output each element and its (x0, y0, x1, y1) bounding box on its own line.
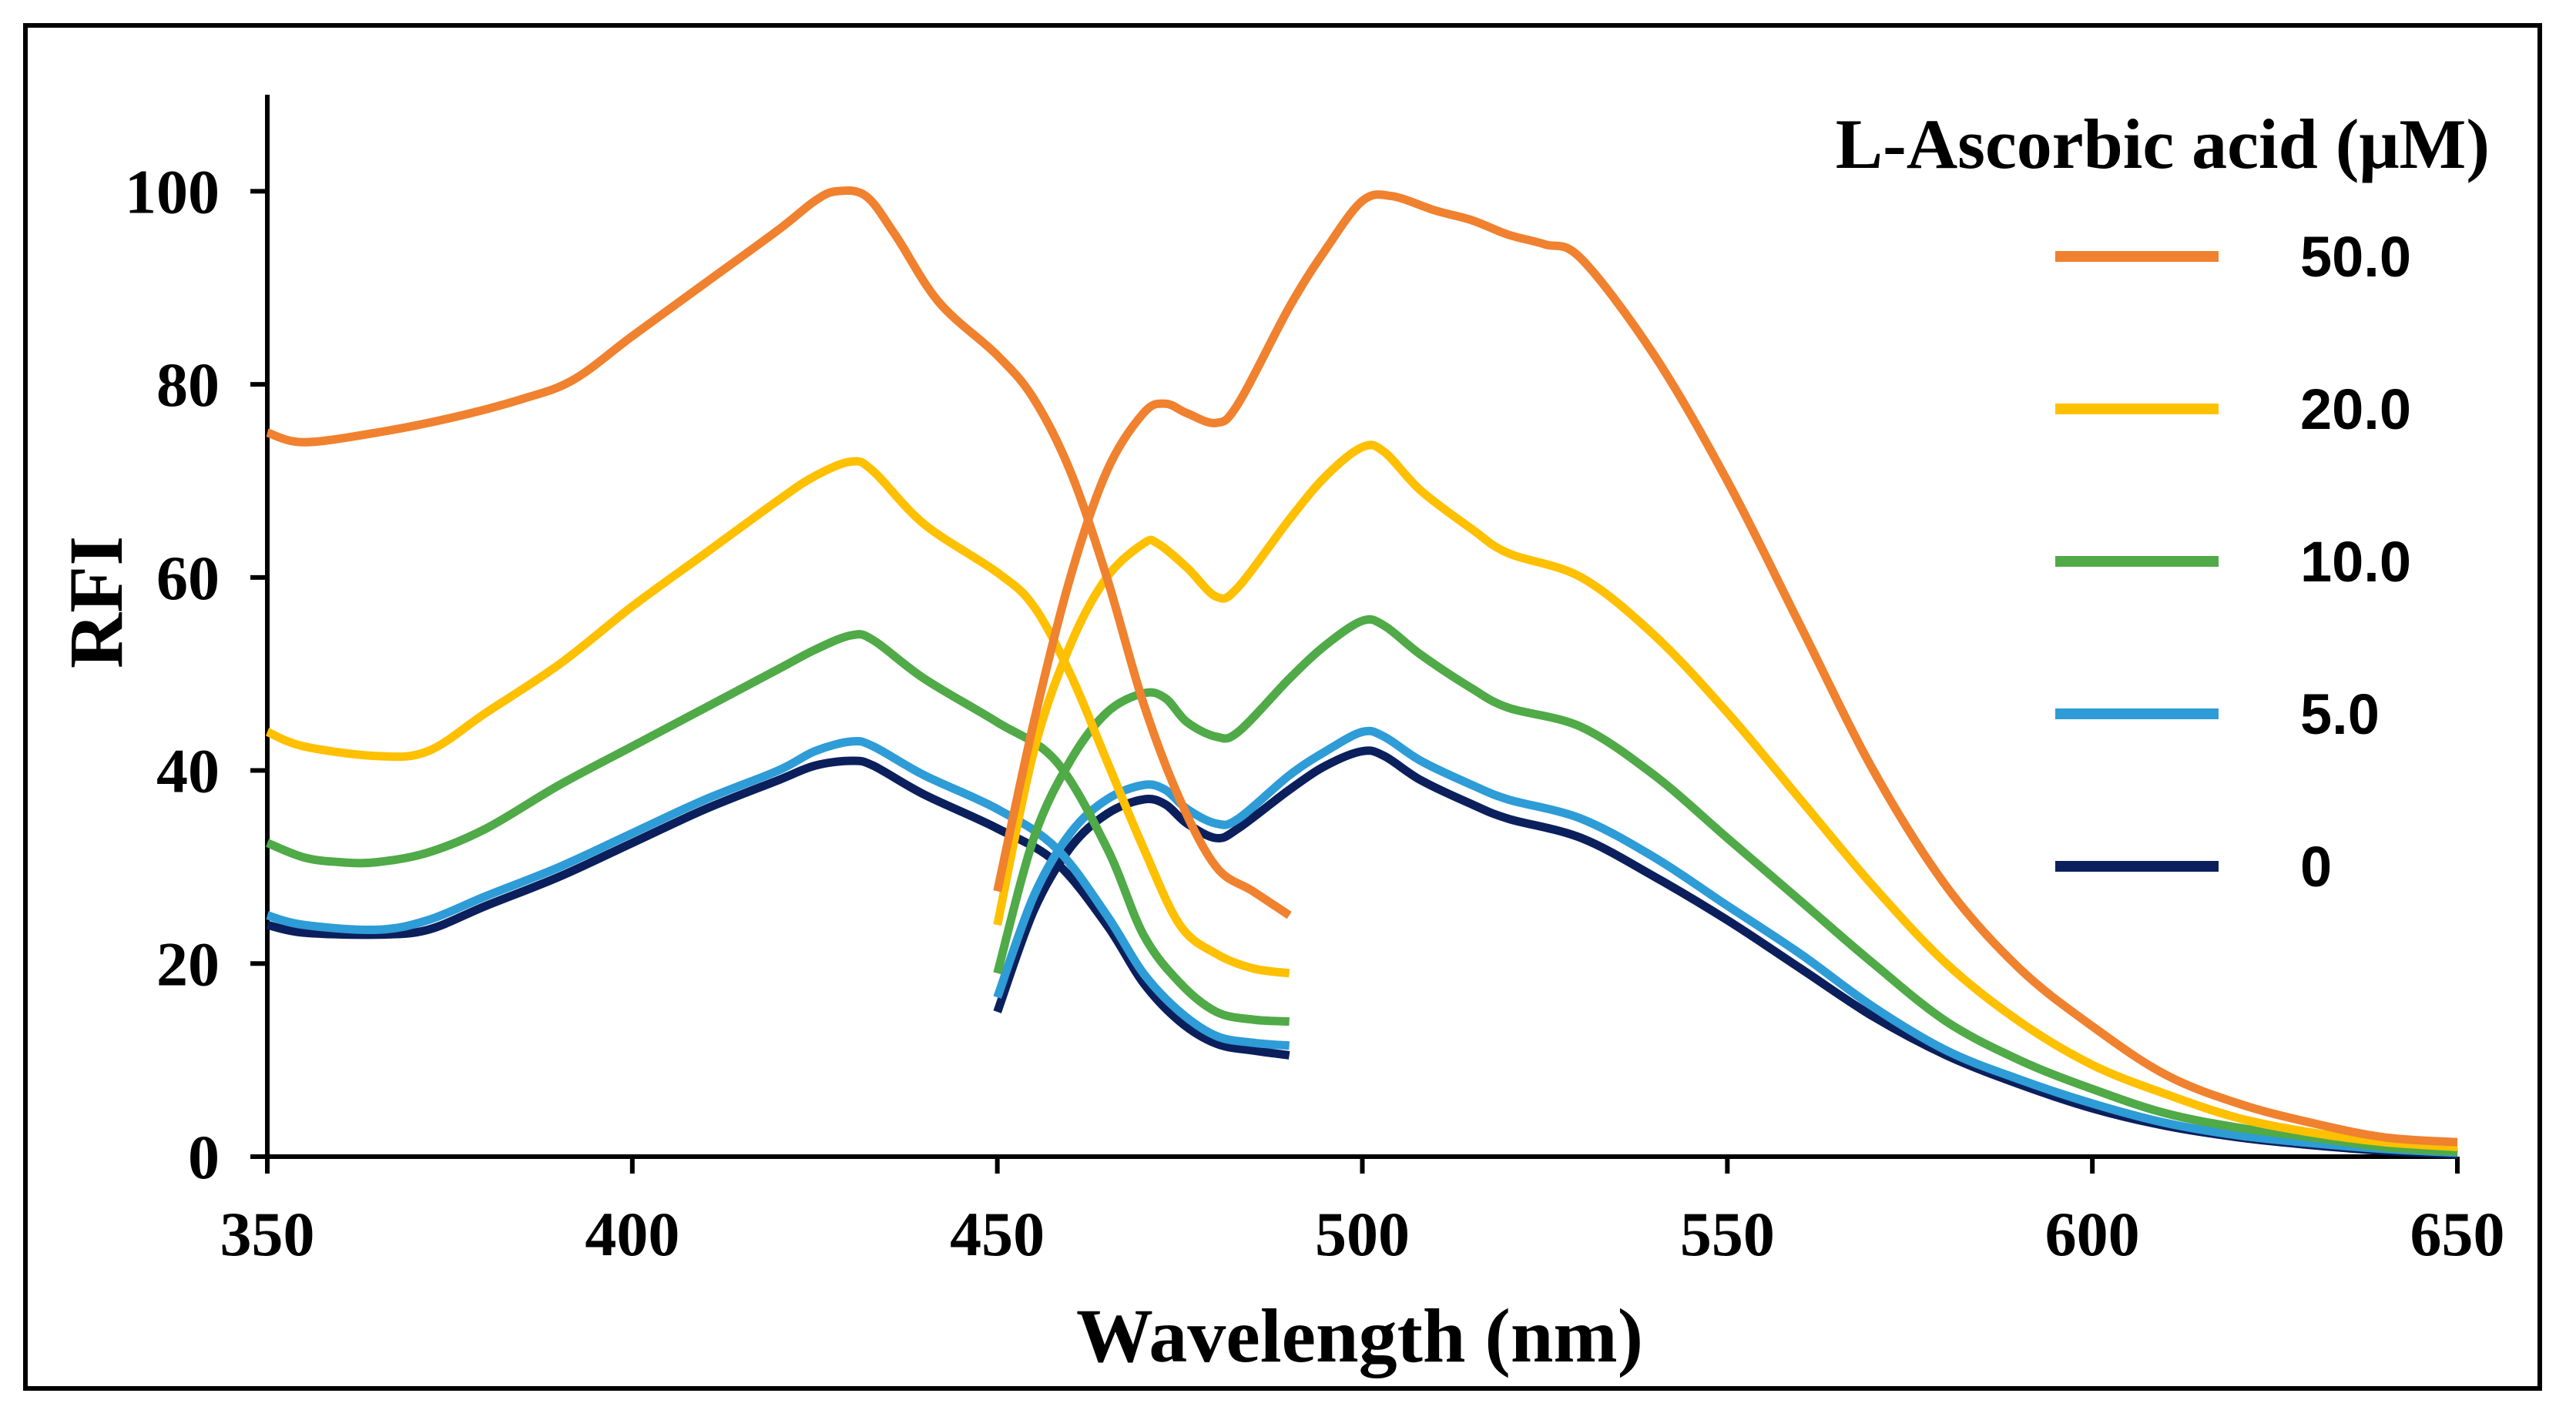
x-tick-label: 600 (2045, 1199, 2140, 1269)
y-axis-title: RFI (53, 536, 139, 668)
y-tick-label: 80 (156, 350, 220, 420)
series-lines (265, 186, 2458, 1159)
x-tick-label: 350 (220, 1199, 315, 1269)
y-tick-label: 0 (188, 1122, 220, 1192)
series-line-50-0-emission (993, 190, 2458, 1147)
series-line-10-0-excitation (265, 630, 1290, 1026)
series-line-5-0-emission (993, 726, 2458, 1157)
legend-title: L-Ascorbic acid (μM) (1836, 105, 2490, 183)
series-line-0-excitation (266, 756, 1290, 1060)
x-tick-label: 400 (585, 1199, 679, 1269)
legend-label: 10.0 (2300, 530, 2411, 594)
legend-label: 50.0 (2300, 225, 2411, 289)
series-line-10-0-emission (993, 615, 2458, 1157)
y-tick-label: 100 (125, 156, 220, 226)
x-tick-label: 650 (2410, 1199, 2505, 1269)
x-axis-title: Wavelength (nm) (1076, 1293, 1643, 1378)
x-tick-label: 550 (1680, 1199, 1775, 1269)
y-tick-label: 60 (156, 543, 220, 613)
series-line-20-0-emission (993, 440, 2458, 1151)
tick-labels: 350 400 450 500 550 600 650 0 20 40 60 80 100 (125, 156, 2505, 1269)
legend: 50.0 20.0 10.0 5.0 0 (2055, 225, 2411, 899)
x-tick-label: 500 (1315, 1199, 1410, 1269)
legend-label: 20.0 (2300, 377, 2411, 441)
y-tick-label: 40 (156, 736, 220, 806)
legend-label: 0 (2300, 835, 2332, 899)
axes (250, 95, 2460, 1174)
y-tick-label: 20 (156, 929, 220, 999)
x-tick-label: 450 (950, 1199, 1045, 1269)
series-line-20-0-excitation (265, 457, 1290, 978)
series-line-5-0-excitation (266, 736, 1290, 1050)
legend-label: 5.0 (2300, 682, 2380, 746)
series-line-50-0-excitation (266, 186, 1292, 919)
